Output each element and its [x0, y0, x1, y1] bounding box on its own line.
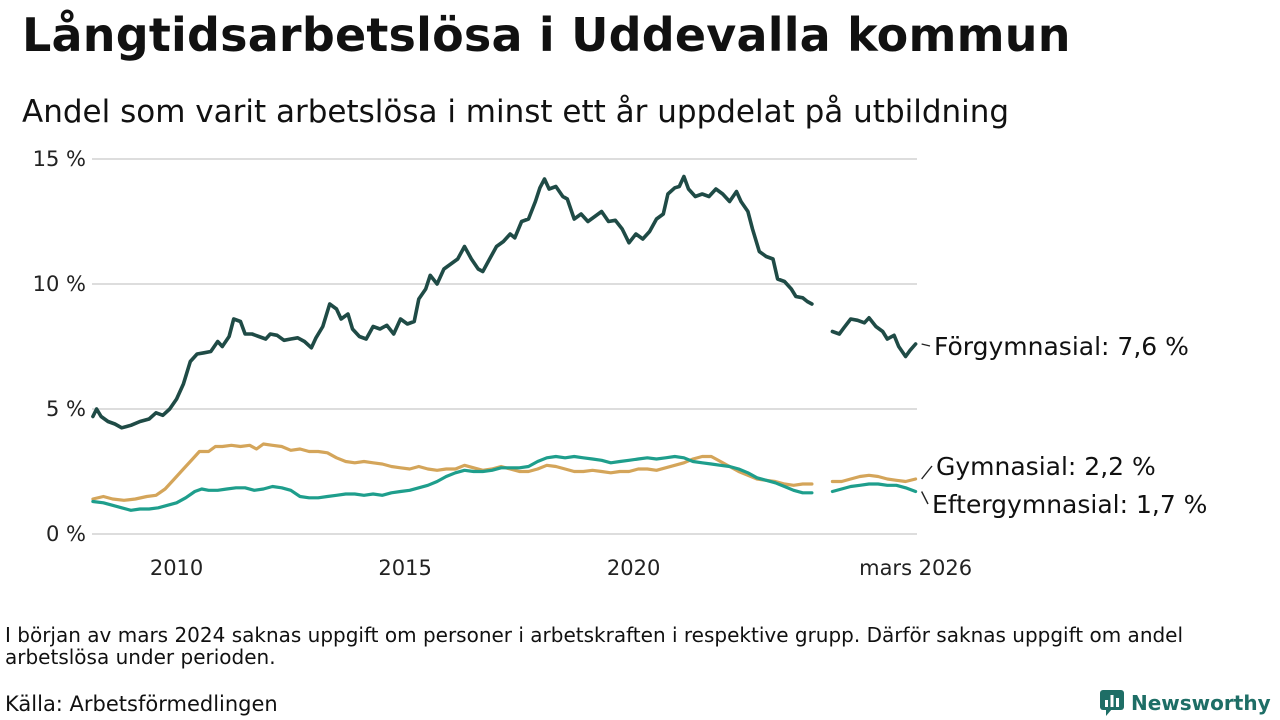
- series-line-förgymnasial: [91, 174, 918, 430]
- series-leader-line: [921, 343, 931, 347]
- series-label-gymnasial: Gymnasial: 2,2 %: [936, 452, 1156, 481]
- y-tick-label: 10 %: [33, 272, 86, 296]
- chart-title: Långtidsarbetslösa i Uddevalla kommun: [22, 8, 1071, 62]
- series-label-eftergymnasial: Eftergymnasial: 1,7 %: [932, 490, 1207, 519]
- x-tick-label: 2010: [150, 556, 203, 580]
- series-labels: Förgymnasial: 7,6 % Gymnasial: 2,2 % Efter…: [921, 332, 1207, 519]
- series-leader-line: [921, 491, 929, 505]
- newsworthy-logo-icon: [1100, 690, 1124, 716]
- series-line-eftergymnasial: [91, 454, 918, 512]
- chart-subtitle: Andel som varit arbetslösa i minst ett å…: [22, 94, 1010, 130]
- newsworthy-logo: Newsworthy: [1099, 686, 1271, 720]
- line-chart: 0 % 5 % 10 % 15 % 2010 2015 2020 mars 2026 För…: [33, 147, 1208, 580]
- y-axis-labels: 0 % 5 % 10 % 15 %: [33, 147, 86, 546]
- brand-name: Newsworthy: [1131, 691, 1271, 715]
- y-tick-label: 15 %: [33, 147, 86, 171]
- source-text: Källa: Arbetsförmedlingen: [5, 692, 278, 716]
- x-axis-labels: 2010 2015 2020 mars 2026: [150, 556, 972, 580]
- x-tick-label: 2020: [607, 556, 660, 580]
- y-tick-label: 5 %: [46, 397, 86, 421]
- y-tick-label: 0 %: [46, 522, 86, 546]
- grid-layer: [92, 158, 917, 535]
- series-label-förgymnasial: Förgymnasial: 7,6 %: [934, 332, 1189, 361]
- series-leader-line: [921, 465, 933, 480]
- x-tick-label: mars 2026: [859, 556, 972, 580]
- x-tick-label: 2015: [378, 556, 431, 580]
- series-layer: [91, 174, 918, 512]
- footnote: I början av mars 2024 saknas uppgift om …: [5, 623, 1184, 669]
